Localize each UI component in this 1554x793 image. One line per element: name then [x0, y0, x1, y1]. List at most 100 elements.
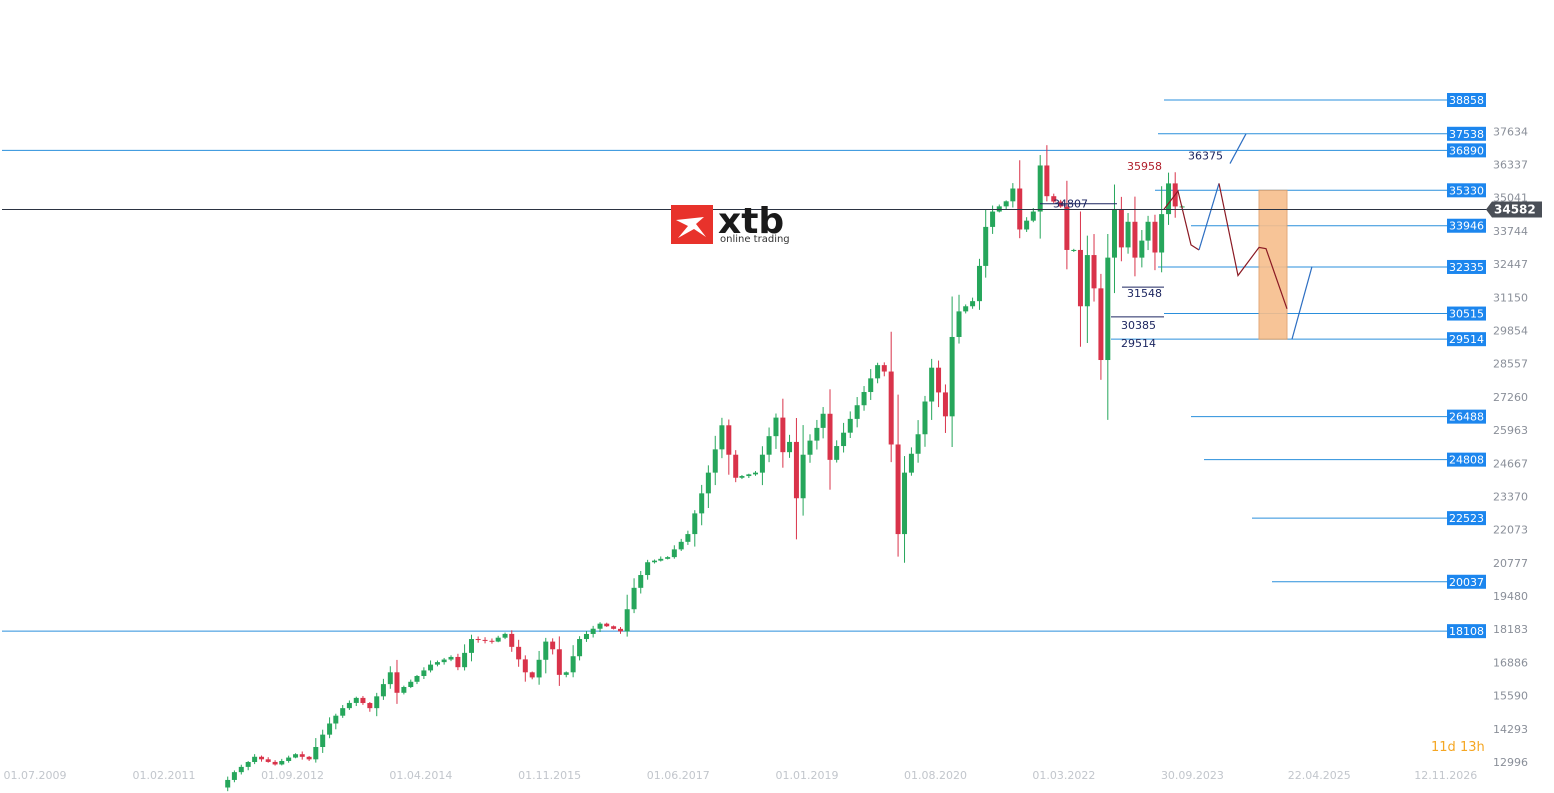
candle-body [387, 672, 393, 685]
y-tick-label: 28557 [1493, 358, 1528, 371]
candle-body [787, 441, 793, 453]
candle-body [1030, 211, 1036, 221]
y-tick-label: 32447 [1493, 258, 1528, 271]
level-lines [2, 99, 1447, 632]
candle-body [922, 401, 928, 435]
candle-body [827, 413, 833, 460]
level-label: 32335 [1449, 261, 1484, 274]
candle-body [963, 306, 969, 312]
candle-body [468, 639, 474, 653]
candle-body [976, 265, 982, 302]
y-tick-label: 12996 [1493, 756, 1528, 769]
candle-body [502, 633, 508, 638]
candle-body [340, 708, 346, 716]
candle-body [733, 454, 739, 478]
candle-body [360, 697, 366, 704]
candle-body [563, 672, 569, 675]
x-tick-label: 01.09.2012 [261, 769, 324, 782]
candle-body [556, 649, 562, 675]
x-tick-label: 01.08.2020 [904, 769, 967, 782]
candle-body [1125, 221, 1131, 248]
level-label: 20037 [1449, 576, 1484, 589]
y-tick-label: 16886 [1493, 656, 1528, 669]
level-labels: 38858 37538 36890 35330 33946 32335 30515 29514… [1447, 92, 1486, 639]
candle-body [1077, 249, 1083, 307]
candle-body [522, 659, 528, 673]
y-tick-label: 27260 [1493, 391, 1528, 404]
y-tick-label: 15590 [1493, 690, 1528, 703]
candle-body [854, 405, 860, 419]
annotation-label: 30385 [1121, 319, 1156, 332]
candle-body [529, 672, 535, 678]
candle-body [759, 454, 765, 473]
candle-body [1098, 288, 1104, 361]
level-label-box [1447, 218, 1486, 233]
x-tick-label: 01.03.2022 [1032, 769, 1095, 782]
candle-body [252, 756, 258, 763]
candle-body [1111, 208, 1117, 258]
candle-body [970, 301, 976, 307]
x-tick-label: 01.02.2011 [133, 769, 196, 782]
candle-body [1024, 220, 1030, 230]
candle-body [441, 659, 447, 663]
candle-body [245, 762, 251, 767]
candle-body [929, 367, 935, 402]
current-price-label: 34582 [1494, 202, 1536, 216]
annotation-label: 29514 [1121, 337, 1156, 350]
timer-hours-unit: h [1476, 740, 1485, 755]
annotation-label: 35958 [1127, 160, 1162, 173]
y-tick-label: 31150 [1493, 291, 1528, 304]
timer-days: 11 [1431, 740, 1448, 755]
candle-body [685, 534, 691, 542]
candle-body [421, 670, 427, 677]
candle-body [604, 623, 610, 627]
candle-body [231, 772, 237, 780]
candles [225, 145, 1185, 792]
y-tick-label: 23370 [1493, 490, 1528, 503]
candle-body [712, 449, 718, 473]
level-label-box [1447, 332, 1486, 347]
candle-body [638, 575, 644, 588]
level-label: 22523 [1449, 512, 1484, 525]
x-tick-label: 22.04.2025 [1288, 769, 1351, 782]
candle-body [746, 474, 752, 477]
candle-body [671, 549, 677, 558]
level-label: 30515 [1449, 308, 1484, 321]
candle-body [333, 715, 339, 724]
candle-body [645, 562, 651, 576]
y-tick-label: 29854 [1493, 324, 1528, 337]
candle-body [1152, 221, 1158, 253]
candle-body [888, 371, 894, 445]
candle-body [374, 696, 380, 709]
x-tick-label: 01.11.2015 [518, 769, 581, 782]
candle-body [780, 417, 786, 453]
candle-body [1132, 221, 1138, 258]
candle-body [936, 367, 942, 393]
level-label-box [1447, 624, 1486, 639]
candle-body [543, 641, 549, 660]
candle-body [570, 656, 576, 673]
level-label-box [1447, 143, 1486, 158]
candle-body [380, 684, 386, 697]
candle-body [367, 703, 373, 709]
y-tick-label: 22073 [1493, 524, 1528, 537]
candle-body [793, 441, 799, 499]
target-zone-rect [1258, 189, 1288, 340]
candle-body [448, 656, 454, 660]
candle-body [408, 681, 414, 688]
candle-body [739, 476, 745, 478]
candle-body [956, 311, 962, 337]
candle-body [306, 756, 312, 760]
annotation-label: 34807 [1053, 198, 1088, 211]
candle-body [462, 652, 468, 668]
candle-body [516, 646, 522, 660]
x-tick-label: 01.06.2017 [647, 769, 710, 782]
candle-body [766, 436, 772, 455]
candle-body [536, 659, 542, 678]
candle-body [692, 513, 698, 535]
projection-segment-blue [1198, 183, 1220, 251]
level-label: 24808 [1449, 454, 1484, 467]
candle-body [286, 757, 292, 762]
candle-body [1145, 221, 1151, 241]
